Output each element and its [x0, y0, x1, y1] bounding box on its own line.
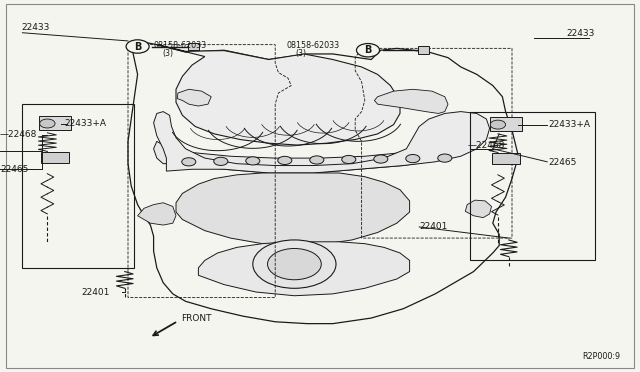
Polygon shape	[154, 141, 464, 173]
Polygon shape	[138, 203, 176, 225]
Bar	[418, 46, 429, 54]
Circle shape	[310, 156, 324, 164]
Bar	[39, 116, 71, 130]
Polygon shape	[128, 41, 518, 324]
Bar	[490, 117, 522, 131]
Bar	[41, 152, 69, 163]
Circle shape	[490, 120, 506, 129]
Bar	[470, 112, 595, 260]
Bar	[188, 43, 199, 50]
Text: 22465—: 22465—	[0, 165, 37, 174]
Text: —22468: —22468	[467, 141, 504, 150]
Text: 08158-62033: 08158-62033	[287, 41, 340, 50]
Circle shape	[438, 154, 452, 162]
Polygon shape	[157, 45, 400, 145]
Text: 08158-62033: 08158-62033	[154, 41, 207, 50]
Text: 22433: 22433	[567, 29, 595, 38]
Circle shape	[356, 44, 380, 57]
Circle shape	[40, 119, 55, 128]
Polygon shape	[374, 89, 448, 113]
Circle shape	[406, 154, 420, 163]
Text: 22433+A: 22433+A	[64, 119, 106, 128]
Text: FRONT: FRONT	[181, 314, 212, 323]
Text: B: B	[364, 45, 372, 55]
Circle shape	[342, 155, 356, 164]
Text: 22433: 22433	[21, 23, 49, 32]
Text: 22401: 22401	[81, 288, 109, 296]
Circle shape	[253, 240, 336, 288]
Circle shape	[268, 248, 321, 280]
Text: R2P000:9: R2P000:9	[582, 352, 621, 361]
Text: 22401: 22401	[419, 222, 447, 231]
Text: 22465: 22465	[548, 158, 577, 167]
Circle shape	[126, 40, 149, 53]
Circle shape	[246, 157, 260, 165]
Polygon shape	[176, 173, 410, 246]
Bar	[22, 104, 134, 268]
Polygon shape	[465, 200, 492, 218]
Circle shape	[278, 156, 292, 164]
Circle shape	[182, 158, 196, 166]
Bar	[492, 153, 520, 164]
Circle shape	[214, 157, 228, 166]
Text: (3): (3)	[162, 49, 173, 58]
Text: (3): (3)	[296, 49, 307, 58]
Polygon shape	[177, 89, 211, 106]
Polygon shape	[154, 112, 490, 173]
Polygon shape	[198, 242, 410, 296]
Circle shape	[374, 155, 388, 163]
Text: 22433+A: 22433+A	[548, 120, 591, 129]
Text: B: B	[134, 42, 141, 51]
Text: —22468: —22468	[0, 130, 37, 139]
